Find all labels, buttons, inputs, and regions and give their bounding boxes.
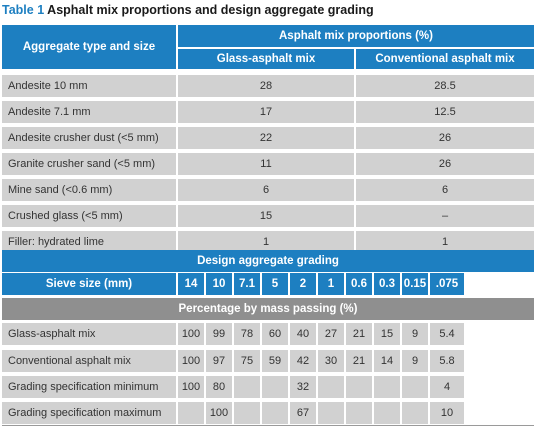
grading-value: 10 <box>430 402 464 424</box>
grading-value: 99 <box>206 323 232 345</box>
mix-row-conv: – <box>356 205 534 227</box>
sieve-size: 0.3 <box>374 273 400 295</box>
sieve-size: 14 <box>178 273 204 295</box>
mix-row-glass: 6 <box>178 179 354 201</box>
grading-value: 32 <box>290 376 316 398</box>
grading-value <box>318 402 344 424</box>
header-glass-asphalt: Glass-asphalt mix <box>178 49 354 69</box>
header-mix-proportions: Asphalt mix proportions (%) <box>178 25 534 47</box>
header-aggregate-type: Aggregate type and size <box>2 25 176 69</box>
grading-value: 59 <box>262 350 288 372</box>
grading-value: 9 <box>402 350 428 372</box>
sieve-size: 7.1 <box>234 273 260 295</box>
grading-value <box>234 376 260 398</box>
mix-row-glass: 1 <box>178 231 354 253</box>
mix-row-glass: 17 <box>178 101 354 123</box>
grading-value: 21 <box>346 323 372 345</box>
grading-value: 14 <box>374 350 400 372</box>
grading-value <box>374 376 400 398</box>
grading-value: 67 <box>290 402 316 424</box>
table-number: Table 1 <box>2 3 45 17</box>
grading-value <box>318 376 344 398</box>
grading-value <box>374 402 400 424</box>
grading-value: 27 <box>318 323 344 345</box>
grading-value <box>178 402 204 424</box>
grading-value: 97 <box>206 350 232 372</box>
mix-row-conv: 1 <box>356 231 534 253</box>
grading-title: Design aggregate grading <box>2 250 534 272</box>
mix-row-glass: 11 <box>178 153 354 175</box>
grading-value: 5.4 <box>430 323 464 345</box>
grading-value: 30 <box>318 350 344 372</box>
sieve-size: 1 <box>318 273 344 295</box>
mix-row-label: Andesite 7.1 mm <box>2 101 176 123</box>
grading-value: 78 <box>234 323 260 345</box>
grading-row-label: Grading specification minimum <box>2 376 176 398</box>
mix-row-conv: 6 <box>356 179 534 201</box>
grading-value <box>346 376 372 398</box>
grading-value: 100 <box>178 376 204 398</box>
mix-row-conv: 26 <box>356 127 534 149</box>
grading-value: 60 <box>262 323 288 345</box>
mix-row-conv: 28.5 <box>356 75 534 97</box>
grading-value: 42 <box>290 350 316 372</box>
mix-row-conv: 12.5 <box>356 101 534 123</box>
mix-row-conv: 26 <box>356 153 534 175</box>
grading-value: 5.8 <box>430 350 464 372</box>
mix-row-label: Crushed glass (<5 mm) <box>2 205 176 227</box>
sieve-size: 5 <box>262 273 288 295</box>
grading-value <box>402 402 428 424</box>
grading-row-label: Grading specification maximum <box>2 402 176 424</box>
sieve-size: 0.6 <box>346 273 372 295</box>
percentage-passing-header: Percentage by mass passing (%) <box>2 298 534 320</box>
sieve-size: 10 <box>206 273 232 295</box>
mix-row-glass: 22 <box>178 127 354 149</box>
grading-value: 15 <box>374 323 400 345</box>
sieve-size: 2 <box>290 273 316 295</box>
grading-value: 100 <box>178 323 204 345</box>
header-conventional: Conventional asphalt mix <box>356 49 534 69</box>
table-title-text: Asphalt mix proportions and design aggre… <box>47 3 374 17</box>
mix-row-glass: 15 <box>178 205 354 227</box>
mix-row-label: Andesite 10 mm <box>2 75 176 97</box>
mix-row-label: Andesite crusher dust (<5 mm) <box>2 127 176 149</box>
sieve-size: .075 <box>430 273 464 295</box>
grading-value: 4 <box>430 376 464 398</box>
grading-value: 100 <box>206 402 232 424</box>
grading-value <box>262 402 288 424</box>
mix-row-label: Filler: hydrated lime <box>2 231 176 253</box>
mix-row-label: Mine sand (<0.6 mm) <box>2 179 176 201</box>
grading-row-label: Glass-asphalt mix <box>2 323 176 345</box>
grading-value: 9 <box>402 323 428 345</box>
grading-value <box>234 402 260 424</box>
sieve-size-label: Sieve size (mm) <box>2 273 176 295</box>
grading-value: 40 <box>290 323 316 345</box>
grading-value: 100 <box>178 350 204 372</box>
grading-value <box>402 376 428 398</box>
grading-value: 75 <box>234 350 260 372</box>
grading-row-label: Conventional asphalt mix <box>2 350 176 372</box>
table-title: Table 1 Asphalt mix proportions and desi… <box>2 3 374 17</box>
grading-value: 80 <box>206 376 232 398</box>
sieve-size: 0.15 <box>402 273 428 295</box>
mix-row-label: Granite crusher sand (<5 mm) <box>2 153 176 175</box>
bottom-rule <box>2 425 534 426</box>
grading-value <box>262 376 288 398</box>
mix-row-glass: 28 <box>178 75 354 97</box>
grading-value: 21 <box>346 350 372 372</box>
grading-value <box>346 402 372 424</box>
